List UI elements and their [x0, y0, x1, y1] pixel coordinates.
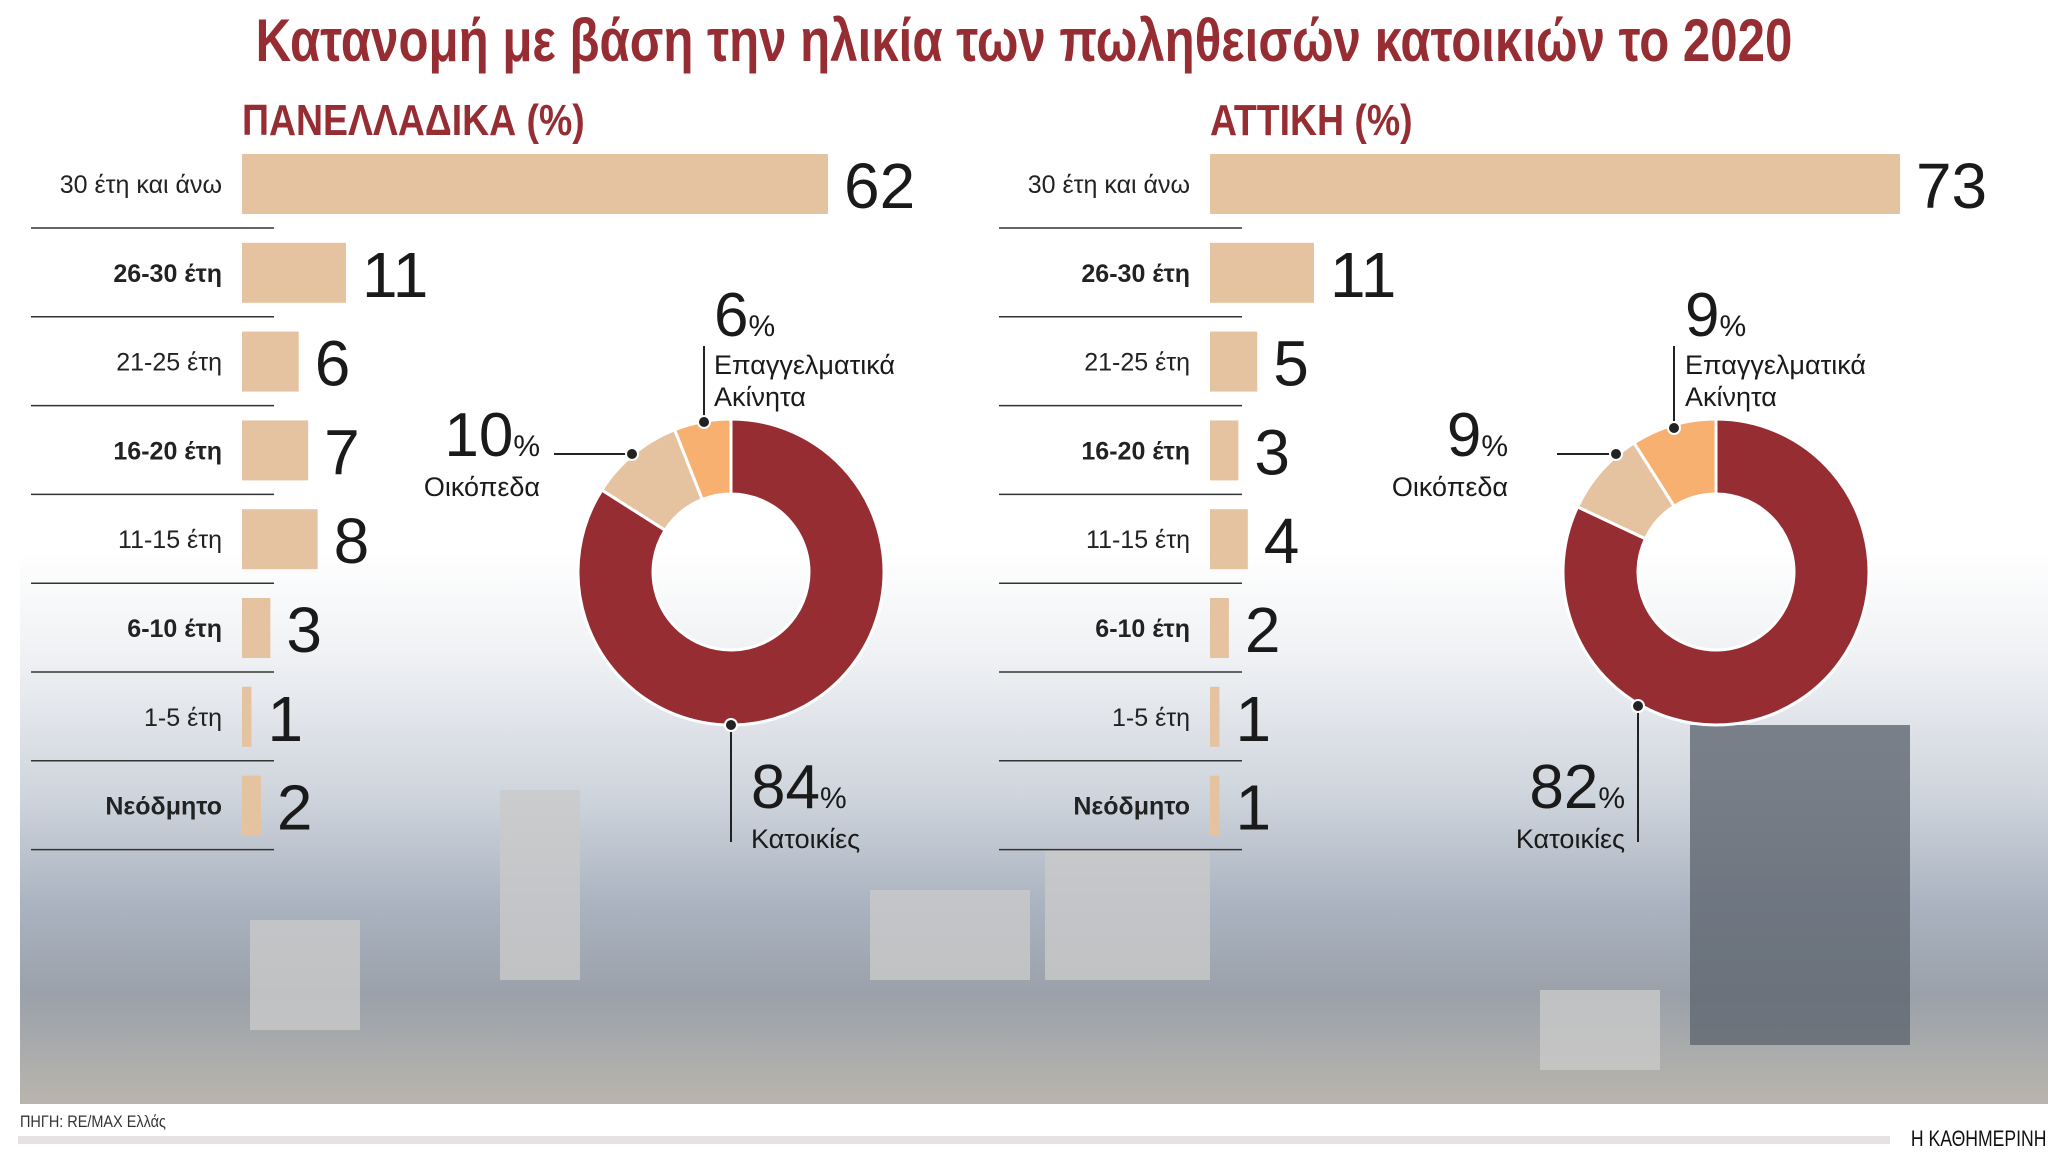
slice-label: Κατοικίες	[751, 824, 860, 854]
slice-value: 10	[444, 401, 513, 470]
bar-value-label: 1	[1235, 772, 1271, 844]
bar-category-label: 1-5 έτη	[1112, 704, 1190, 732]
bar-value-label: 2	[277, 772, 313, 844]
bar-category-label: 1-5 έτη	[144, 704, 222, 732]
source-note: ΠΗΓΗ: RE/MAX Ελλάς	[20, 1112, 166, 1131]
bar	[1210, 509, 1248, 570]
leader-dot	[724, 718, 738, 732]
bar	[242, 154, 828, 214]
bar-value-label: 62	[844, 150, 915, 222]
bar-value-label: 4	[1264, 505, 1300, 577]
donut-slice	[1631, 417, 1718, 509]
bar	[1210, 420, 1239, 481]
bar	[1210, 242, 1314, 303]
building-shape	[1540, 990, 1660, 1070]
slice-unit: %	[1719, 310, 1746, 343]
slice-label: Επαγγελματικά	[714, 350, 895, 380]
bar	[1210, 598, 1229, 658]
bar-category-label: 6-10 έτη	[127, 615, 222, 643]
bar-value-label: 6	[315, 328, 351, 400]
bar	[242, 509, 318, 570]
bar-category-label: 30 έτη και άνω	[60, 171, 222, 199]
donut-slice	[1561, 417, 1871, 727]
publisher-logo: Η ΚΑΘΗΜΕΡΙΝΗ	[1910, 1126, 2046, 1151]
slice-label: Οικόπεδα	[1392, 472, 1508, 502]
donut-value-label: 9%	[1685, 281, 1746, 350]
slice-label: Επαγγελματικά	[1685, 350, 1866, 380]
footer-divider	[18, 1136, 1890, 1144]
bar-value-label: 11	[362, 239, 428, 311]
building-shape	[870, 890, 1030, 980]
donut-value-label: 10%	[444, 401, 540, 470]
leader-dot	[1631, 699, 1645, 713]
bar-value-label: 2	[1245, 594, 1281, 666]
slice-label: Οικόπεδα	[424, 472, 540, 502]
slice-label: Ακίνητα	[714, 382, 806, 412]
slice-value: 6	[714, 281, 748, 350]
bar-category-label: Νεόδμητο	[1073, 793, 1190, 821]
bar	[1210, 775, 1220, 836]
bar-value-label: 8	[334, 505, 370, 577]
slice-value: 82	[1529, 753, 1598, 822]
bar-value-label: 3	[1254, 416, 1290, 488]
panel-title-attica: ΑΤΤΙΚΗ (%)	[1210, 96, 1413, 145]
slice-unit: %	[1481, 430, 1508, 463]
bar	[242, 331, 299, 392]
bar	[242, 420, 309, 481]
slice-unit: %	[820, 782, 847, 815]
bar	[242, 598, 271, 658]
slice-value: 9	[1447, 401, 1481, 470]
bar	[242, 242, 346, 303]
bar-value-label: 11	[1330, 239, 1396, 311]
bar-category-label: 26-30 έτη	[113, 260, 222, 288]
donut-slice	[672, 417, 733, 502]
building-shape	[500, 790, 580, 980]
slice-unit: %	[1598, 782, 1625, 815]
bar-category-label: 11-15 έτη	[1086, 526, 1190, 554]
donut-value-label: 82%	[1529, 753, 1625, 822]
bar-value-label: 5	[1273, 328, 1309, 400]
bar-category-label: Νεόδμητο	[105, 793, 222, 821]
bar-category-label: 30 έτη και άνω	[1028, 171, 1190, 199]
bar-category-label: 16-20 έτη	[1081, 437, 1190, 465]
building-shape	[1045, 850, 1210, 980]
bar	[242, 686, 252, 747]
bar-category-label: 26-30 έτη	[1081, 260, 1190, 288]
panel-title-greece: ΠΑΝΕΛΛΑΔΙΚΑ (%)	[242, 96, 585, 145]
building-shape	[250, 920, 360, 1030]
bar	[242, 775, 261, 836]
bar-category-label: 11-15 έτη	[118, 526, 222, 554]
bar	[1210, 686, 1220, 747]
bar-value-label: 73	[1916, 150, 1987, 222]
slice-value: 84	[751, 753, 820, 822]
donut-value-label: 9%	[1447, 401, 1508, 470]
leader-dot	[1667, 421, 1681, 435]
building-shape	[1690, 725, 1910, 1045]
slice-label: Ακίνητα	[1685, 382, 1777, 412]
bar-value-label: 7	[324, 416, 360, 488]
leader-dot	[625, 447, 639, 461]
donut-value-label: 84%	[751, 753, 847, 822]
slice-unit: %	[513, 430, 540, 463]
bar-value-label: 1	[267, 683, 303, 755]
bar-category-label: 16-20 έτη	[113, 437, 222, 465]
bar-category-label: 6-10 έτη	[1095, 615, 1190, 643]
slice-unit: %	[748, 310, 775, 343]
slice-value: 9	[1685, 281, 1719, 350]
bar-value-label: 1	[1235, 683, 1271, 755]
slice-label: Κατοικίες	[1516, 824, 1625, 854]
bar-category-label: 21-25 έτη	[116, 349, 222, 377]
page-title: Κατανομή με βάση την ηλικία των πωληθεισ…	[255, 7, 1793, 74]
leader-dot	[1609, 447, 1623, 461]
bar	[1210, 154, 1900, 214]
donut-slice	[576, 417, 886, 727]
donut-value-label: 6%	[714, 281, 775, 350]
bar-category-label: 21-25 έτη	[1084, 349, 1190, 377]
bar	[1210, 331, 1258, 392]
bar-value-label: 3	[286, 594, 322, 666]
leader-dot	[697, 415, 711, 429]
